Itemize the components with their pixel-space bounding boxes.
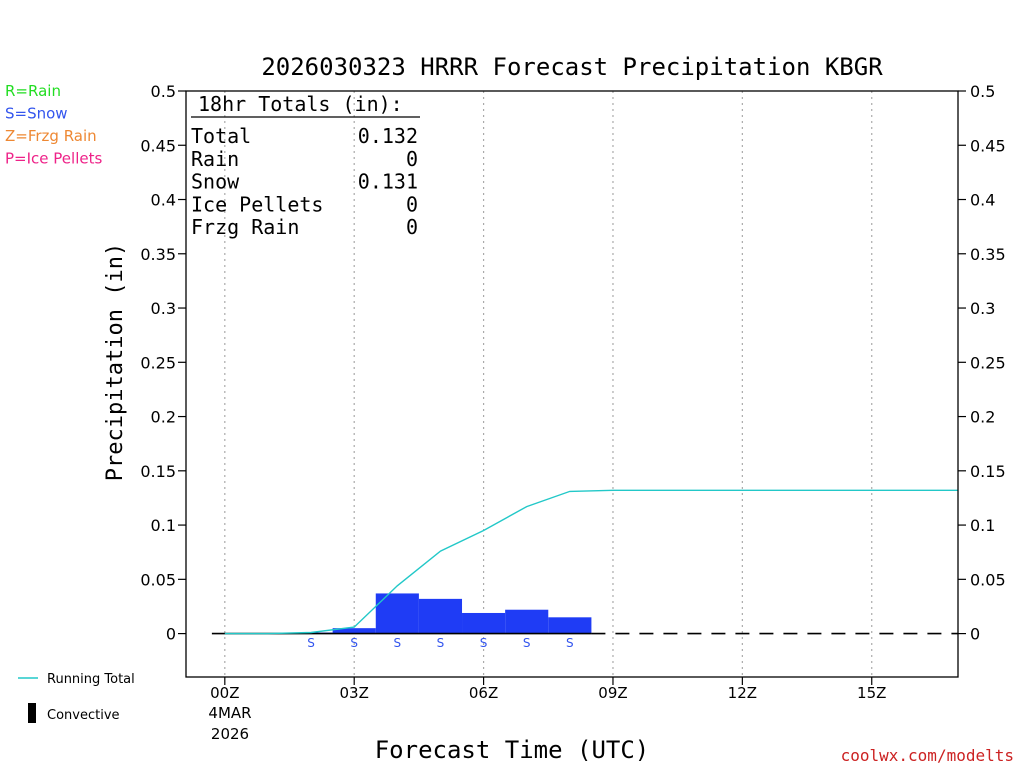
y-tick-label-right-2: 0.1 [970,516,995,535]
y-tick-label-left-5: 0.25 [140,353,176,372]
totals-label-4: Frzg Rain [191,215,299,239]
y-tick-label-left-4: 0.2 [151,408,176,427]
totals-value-4: 0 [406,215,418,239]
legend-item-3: P=Ice Pellets [5,150,102,168]
x-sublabel-year: 2026 [211,725,249,743]
y-tick-label-left-8: 0.4 [151,191,176,210]
y-tick-label-right-5: 0.25 [970,353,1006,372]
y-tick-label-left-0: 0 [166,625,176,644]
y-tick-label-right-1: 0.05 [970,570,1006,589]
running-total-line [224,489,958,635]
y-tick-label-right-3: 0.15 [970,462,1006,481]
precip-bar-6 [462,612,506,634]
totals-label-3: Ice Pellets [191,192,323,216]
y-tick-label-right-6: 0.3 [970,299,995,318]
x-tick-label-1: 03Z [340,684,369,702]
totals-label-2: Snow [191,170,240,194]
precip-bar-3 [332,628,376,634]
precip-bar-8 [548,617,592,634]
y-axis-ticks: 0 00.05 0.050.1 0.10.15 0.150.2 0.20.25 0.250.… [140,82,1005,644]
y-tick-label-right-7: 0.35 [970,245,1006,264]
precip-type-legend: R=Rain S=Snow Z=Frzg Rain P=Ice Pellets [5,82,102,168]
legend-item-1: S=Snow [5,105,68,123]
precip-type-marker-8: S [566,636,574,650]
y-tick-label-left-6: 0.3 [151,299,176,318]
y-tick-label-left-1: 0.05 [140,570,176,589]
chart-title: 2026030323 HRRR Forecast Precipitation K… [261,53,883,81]
totals-label-0: Total [191,124,251,148]
legend-item-0: R=Rain [5,82,61,100]
precip-type-marker-6: S [480,636,488,650]
x-tick-label-4: 12Z [728,684,757,702]
totals-value-1: 0 [406,147,418,171]
x-tick-label-3: 09Z [598,684,627,702]
y-tick-label-right-10: 0.5 [970,82,995,101]
totals-value-3: 0 [406,192,418,216]
convective-legend-swatch [28,703,36,723]
plot-frame [185,90,959,678]
running-total-legend-label: Running Total [47,672,135,687]
y-tick-label-left-7: 0.35 [140,245,176,264]
x-tick-label-0: 00Z [210,684,239,702]
y-tick-label-right-8: 0.4 [970,191,995,210]
y-tick-label-left-3: 0.15 [140,462,176,481]
totals-header: 18hr Totals (in): [198,92,403,116]
y-axis-label: Precipitation (in) [103,243,128,481]
totals-box: 18hr Totals (in): Total 0.132 Rain 0 Snow 0.1… [191,92,420,239]
legend-item-2: Z=Frzg Rain [5,127,97,145]
precip-bars [289,593,592,634]
y-tick-label-right-0: 0 [970,625,980,644]
totals-value-2: 0.131 [358,170,418,194]
precip-type-marker-5: S [437,636,445,650]
credit-text: coolwx.com/modelts [841,746,1014,765]
precip-bar-7 [505,609,549,634]
precip-type-marker-7: S [523,636,531,650]
x-axis-ticks: 00Z 03Z 06Z 09Z 12Z 15Z [210,677,886,702]
x-sublabel-date: 4MAR [208,704,251,722]
y-tick-label-right-9: 0.45 [970,136,1006,155]
y-tick-label-right-4: 0.2 [970,408,995,427]
precip-type-marker-4: S [394,636,402,650]
x-axis-label: Forecast Time (UTC) [375,736,650,764]
x-tick-label-2: 06Z [469,684,498,702]
y-tick-label-left-9: 0.45 [140,136,176,155]
precip-type-marker-2: S [307,636,315,650]
y-tick-label-left-2: 0.1 [151,516,176,535]
totals-label-1: Rain [191,147,239,171]
grid-lines [224,91,873,677]
precip-bar-5 [418,598,463,634]
y-tick-label-left-10: 0.5 [151,82,176,101]
convective-legend-label: Convective [47,708,120,723]
x-tick-label-5: 15Z [857,684,886,702]
precip-type-marker-3: S [350,636,358,650]
totals-value-0: 0.132 [358,124,418,148]
running-total-series [224,489,958,635]
